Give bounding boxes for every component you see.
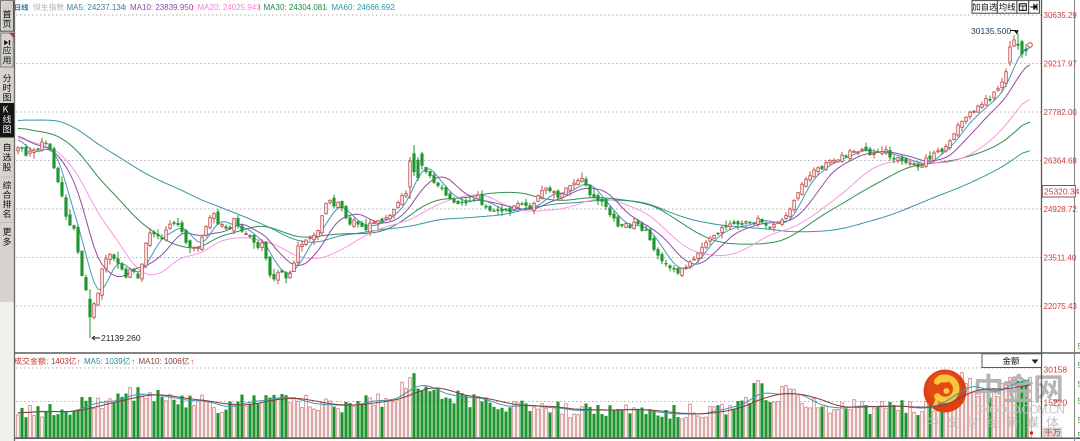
svg-text:27782.00: 27782.00: [1044, 108, 1078, 117]
svg-text:MA10: 23839.950: MA10: 23839.950: [130, 3, 194, 12]
svg-text:24928.72: 24928.72: [1044, 205, 1078, 214]
svg-text:MA20: 24025.943: MA20: 24025.943: [198, 3, 262, 12]
svg-text:↑: ↑: [190, 357, 194, 367]
svg-text:25320.34: 25320.34: [1044, 187, 1080, 197]
svg-text:5: 5: [1078, 380, 1080, 389]
svg-text:↑: ↑: [77, 357, 81, 367]
svg-text:↑: ↑: [123, 3, 127, 13]
svg-text:MA60: 24666.692: MA60: 24666.692: [332, 3, 396, 12]
svg-text:30135.500: 30135.500: [971, 26, 1011, 36]
svg-text:CNGOLD.COM.CN: CNGOLD.COM.CN: [974, 403, 1065, 417]
svg-text:5: 5: [1078, 342, 1080, 351]
svg-text:5: 5: [1078, 361, 1080, 370]
svg-text:29217.97: 29217.97: [1044, 60, 1078, 69]
svg-text:21139.260: 21139.260: [101, 333, 141, 343]
svg-text:↑: ↑: [257, 3, 261, 13]
svg-text:30158: 30158: [1044, 365, 1068, 375]
svg-text:22075.43: 22075.43: [1044, 302, 1078, 311]
svg-text:5: 5: [1078, 431, 1080, 440]
svg-text:: 1403: : 1403: [47, 357, 70, 366]
svg-text:30635.29: 30635.29: [1044, 11, 1078, 20]
svg-text:5: 5: [1078, 416, 1080, 425]
svg-text:↑: ↑: [191, 3, 195, 13]
svg-text:MA10: 1006: MA10: 1006: [139, 357, 183, 366]
svg-text:15220: 15220: [1044, 398, 1068, 408]
svg-text:23511.40: 23511.40: [1044, 254, 1077, 263]
svg-text:MA30: 24304.081: MA30: 24304.081: [264, 3, 328, 12]
svg-text:MA5: 24237.134: MA5: 24237.134: [67, 3, 126, 12]
svg-text:MA5: 1039: MA5: 1039: [84, 357, 123, 366]
svg-text:26364.68: 26364.68: [1044, 157, 1078, 166]
svg-text:↓: ↓: [325, 3, 329, 13]
svg-text:↑: ↑: [131, 357, 135, 367]
svg-text:↓: ↓: [393, 3, 397, 13]
svg-text:5: 5: [1078, 397, 1080, 406]
